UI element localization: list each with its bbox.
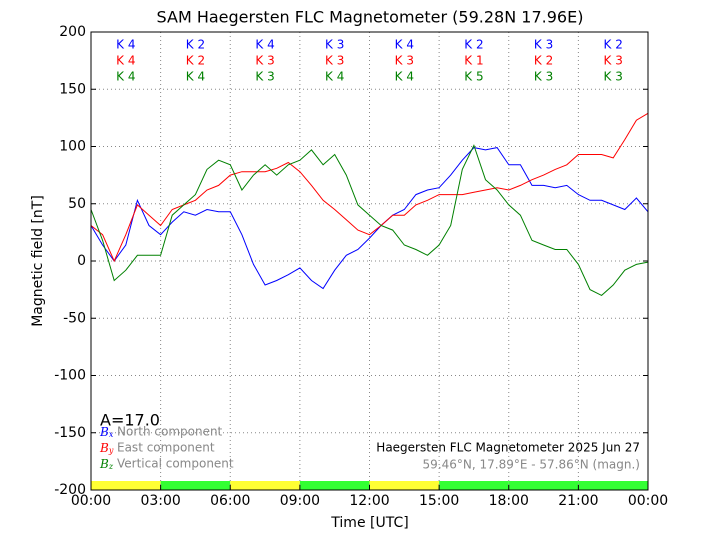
x-tick-label: 00:00 bbox=[628, 493, 668, 509]
legend-symbol: Bx bbox=[99, 425, 114, 440]
status-segment bbox=[369, 481, 440, 490]
legend-symbol-sub: x bbox=[109, 430, 114, 439]
y-tick-label: 50 bbox=[68, 196, 86, 212]
legend-label: Vertical component bbox=[117, 457, 234, 471]
k-index: K 2 bbox=[604, 38, 623, 52]
k-index: K 2 bbox=[186, 54, 205, 68]
legend-symbol: Bz bbox=[99, 457, 114, 472]
station-note: Haegersten FLC Magnetometer 2025 Jun 27 bbox=[376, 441, 640, 455]
k-index: K 3 bbox=[255, 54, 274, 68]
x-tick-label: 00:00 bbox=[71, 493, 111, 509]
legend-symbol-sub: z bbox=[108, 462, 114, 471]
legend-symbol-base: B bbox=[99, 425, 109, 439]
y-tick-label: -50 bbox=[63, 310, 86, 326]
k-index: K 4 bbox=[186, 70, 205, 84]
k-index: K 2 bbox=[186, 38, 205, 52]
x-tick-label: 15:00 bbox=[419, 493, 459, 509]
y-tick-label: 200 bbox=[59, 24, 86, 40]
k-index: K 2 bbox=[464, 38, 483, 52]
legend-symbol-sub: y bbox=[108, 446, 114, 455]
x-tick-label: 03:00 bbox=[140, 493, 180, 509]
k-index: K 4 bbox=[116, 70, 135, 84]
y-tick-label: 100 bbox=[59, 139, 86, 155]
x-axis-label: Time [UTC] bbox=[330, 515, 408, 531]
k-index: K 3 bbox=[255, 70, 274, 84]
coords-note: 59.46°N, 17.89°E - 57.86°N (magn.) bbox=[423, 458, 640, 472]
y-tick-label: -200 bbox=[54, 482, 86, 498]
status-segment bbox=[508, 481, 579, 490]
status-segment bbox=[91, 481, 161, 490]
y-tick-label: 0 bbox=[77, 253, 86, 269]
y-tick-label: 150 bbox=[59, 81, 86, 97]
series-line bbox=[90, 147, 649, 290]
x-tick-label: 06:00 bbox=[210, 493, 250, 509]
k-index: K 4 bbox=[116, 38, 135, 52]
series-line bbox=[90, 144, 649, 296]
x-tick-label: 21:00 bbox=[558, 493, 598, 509]
k-index: K 3 bbox=[534, 38, 553, 52]
k-index: K 5 bbox=[464, 70, 483, 84]
status-segment bbox=[439, 481, 509, 490]
k-index: K 3 bbox=[604, 70, 623, 84]
status-segment bbox=[230, 481, 300, 490]
series-line bbox=[90, 112, 649, 263]
x-tick-label: 09:00 bbox=[280, 493, 320, 509]
activity-index: A=17.0 bbox=[100, 411, 160, 430]
k-index: K 4 bbox=[255, 38, 274, 52]
legend-symbol-base: B bbox=[99, 441, 109, 455]
k-index: K 1 bbox=[464, 54, 483, 68]
status-segment bbox=[578, 481, 648, 490]
k-index: K 3 bbox=[534, 70, 553, 84]
y-tick-label: -100 bbox=[54, 368, 86, 384]
k-index: K 3 bbox=[325, 54, 344, 68]
legend-symbol-base: B bbox=[99, 457, 109, 471]
x-tick-label: 18:00 bbox=[489, 493, 529, 509]
k-index: K 2 bbox=[534, 54, 553, 68]
k-index: K 3 bbox=[395, 54, 414, 68]
x-tick-label: 12:00 bbox=[349, 493, 389, 509]
legend-symbol: By bbox=[99, 441, 114, 456]
k-index: K 3 bbox=[325, 38, 344, 52]
y-axis-label: Magnetic field [nT] bbox=[30, 195, 46, 327]
status-segment bbox=[160, 481, 231, 490]
k-index: K 3 bbox=[604, 54, 623, 68]
k-index: K 4 bbox=[395, 70, 414, 84]
chart-title: SAM Haegersten FLC Magnetometer (59.28N … bbox=[157, 8, 584, 27]
legend-label: East component bbox=[117, 441, 215, 455]
k-index: K 4 bbox=[325, 70, 344, 84]
status-segment bbox=[299, 481, 370, 490]
plot-frame bbox=[90, 31, 649, 491]
legend-label: North component bbox=[117, 425, 223, 439]
y-tick-label: -150 bbox=[54, 425, 86, 441]
k-index: K 4 bbox=[395, 38, 414, 52]
k-index: K 4 bbox=[116, 54, 135, 68]
